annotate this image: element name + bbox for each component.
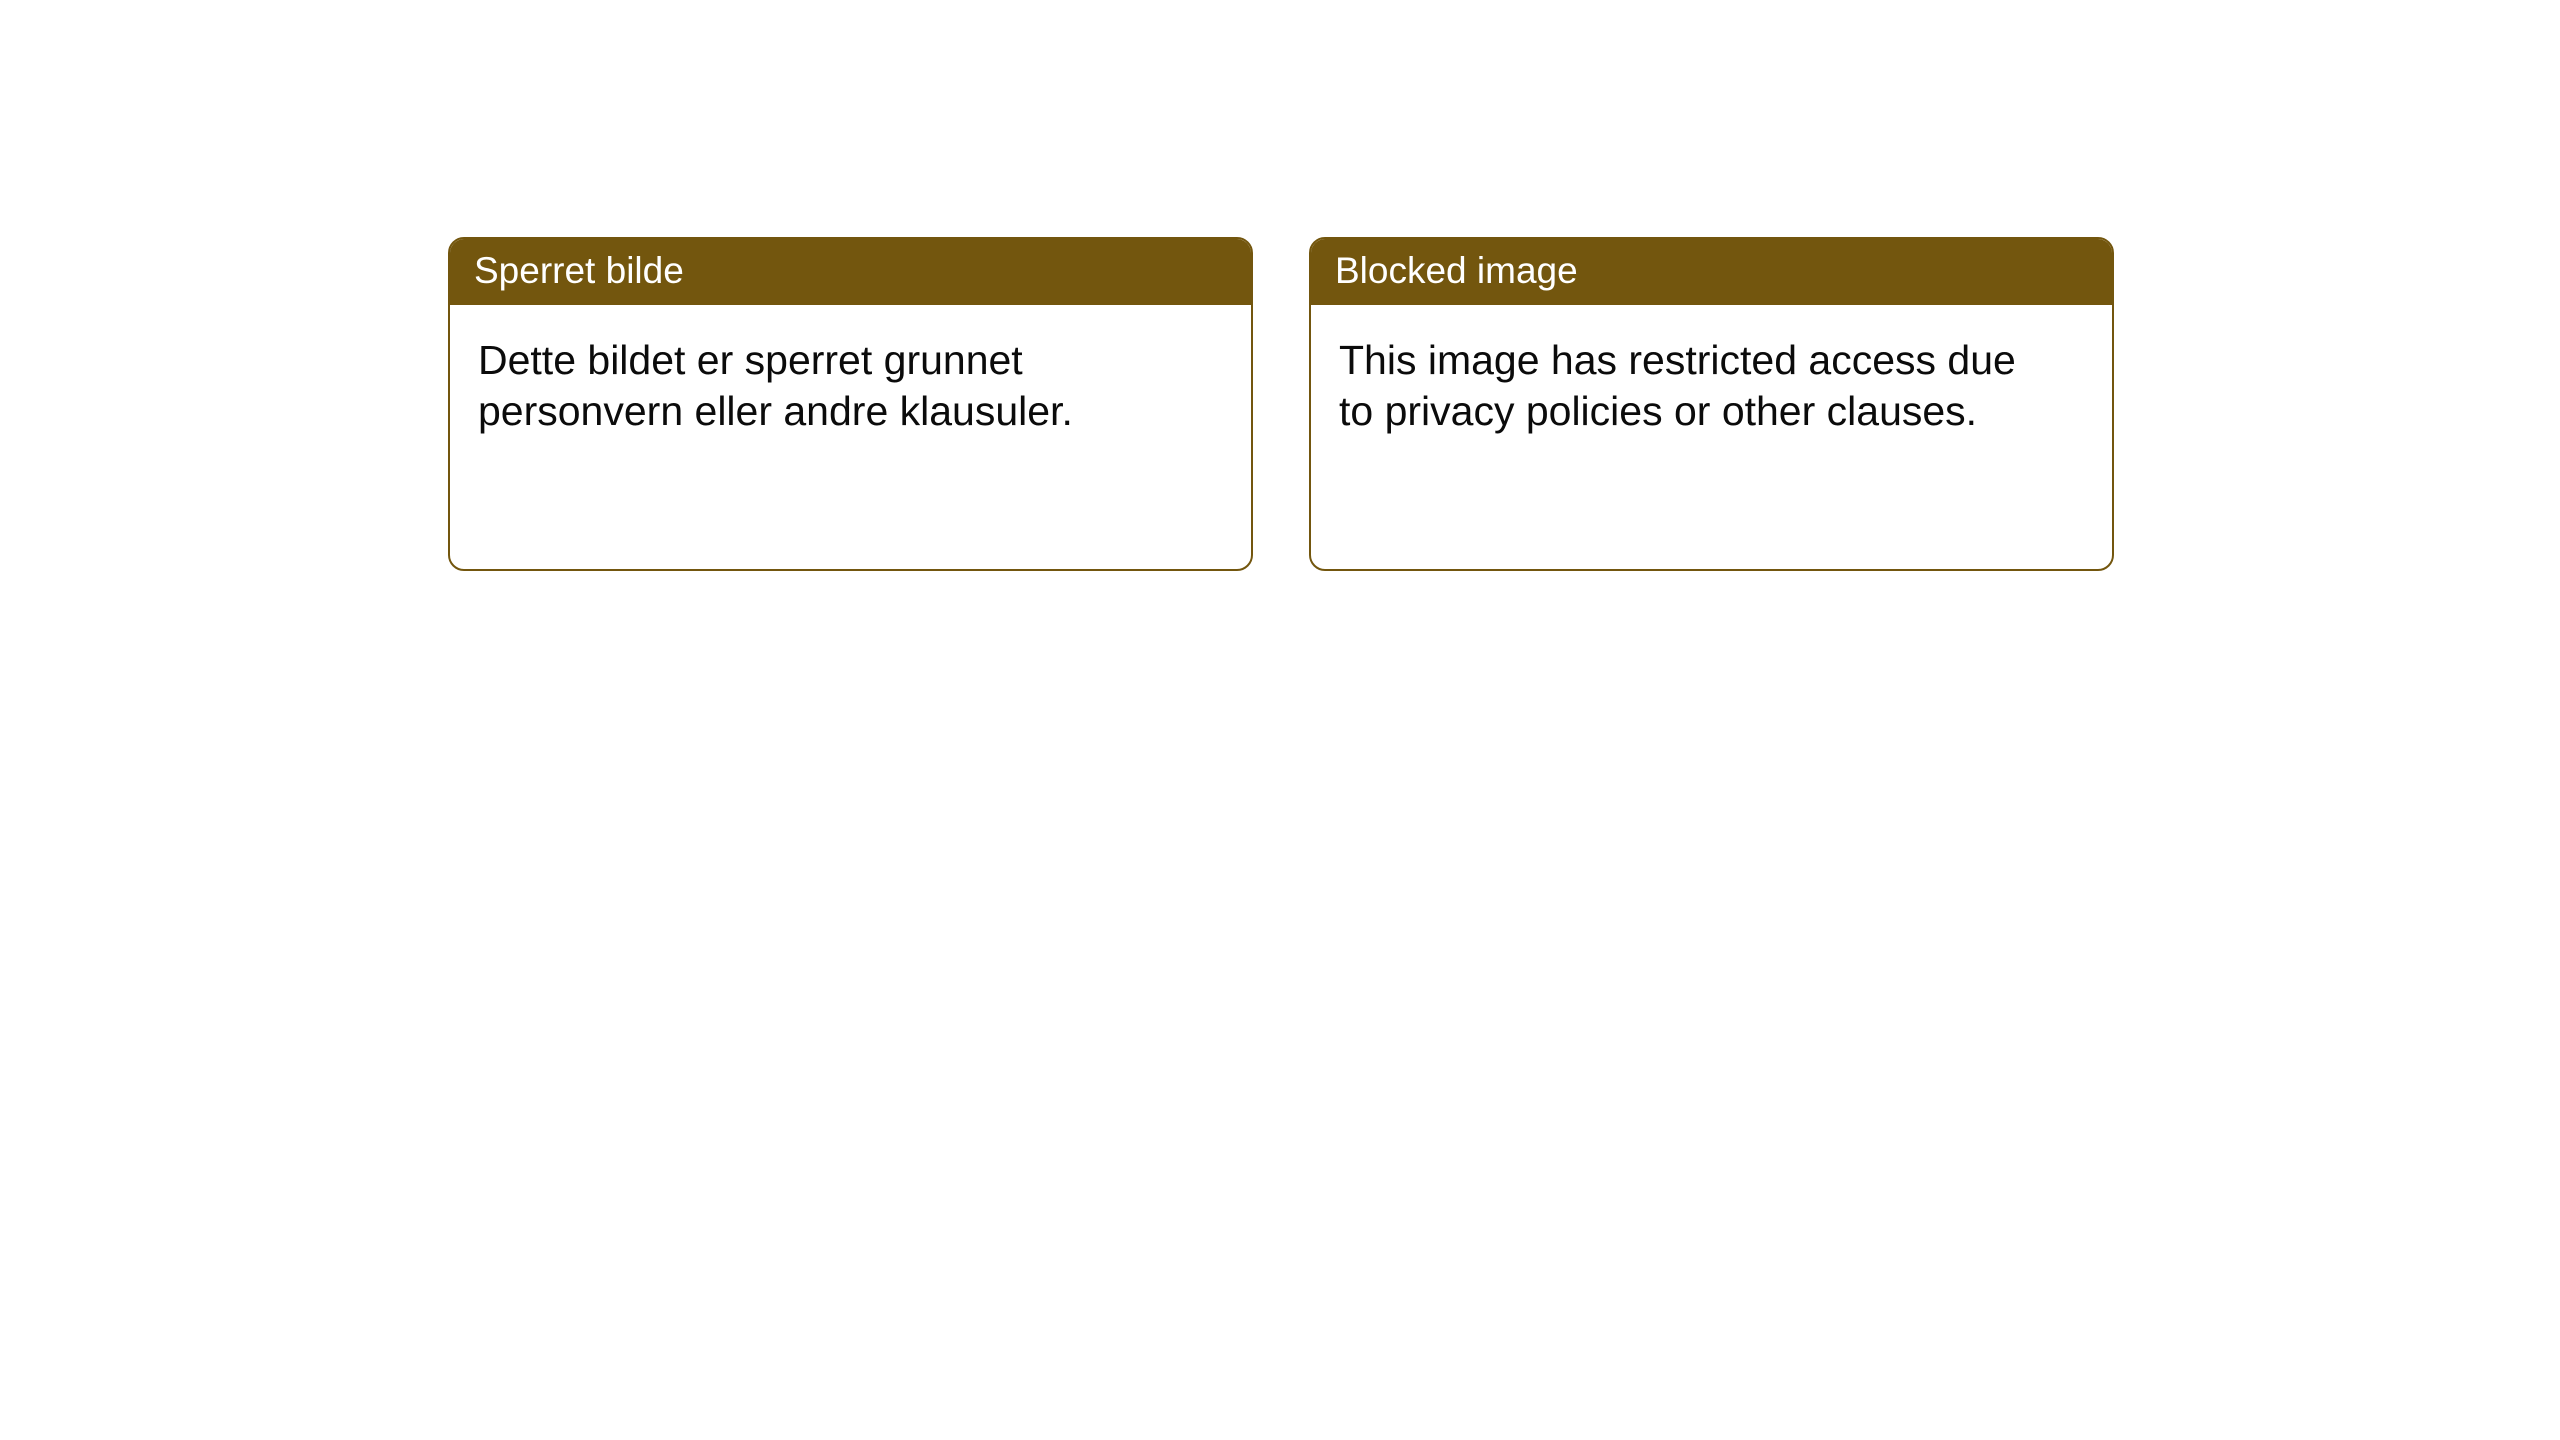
notice-text-no: Dette bildet er sperret grunnet personve…	[478, 335, 1198, 438]
notice-row: Sperret bilde Dette bildet er sperret gr…	[0, 0, 2560, 571]
notice-title-no: Sperret bilde	[450, 239, 1251, 305]
notice-card-en: Blocked image This image has restricted …	[1309, 237, 2114, 571]
notice-card-no: Sperret bilde Dette bildet er sperret gr…	[448, 237, 1253, 571]
notice-body-no: Dette bildet er sperret grunnet personve…	[450, 305, 1251, 462]
notice-text-en: This image has restricted access due to …	[1339, 335, 2059, 438]
notice-title-en: Blocked image	[1311, 239, 2112, 305]
notice-body-en: This image has restricted access due to …	[1311, 305, 2112, 462]
